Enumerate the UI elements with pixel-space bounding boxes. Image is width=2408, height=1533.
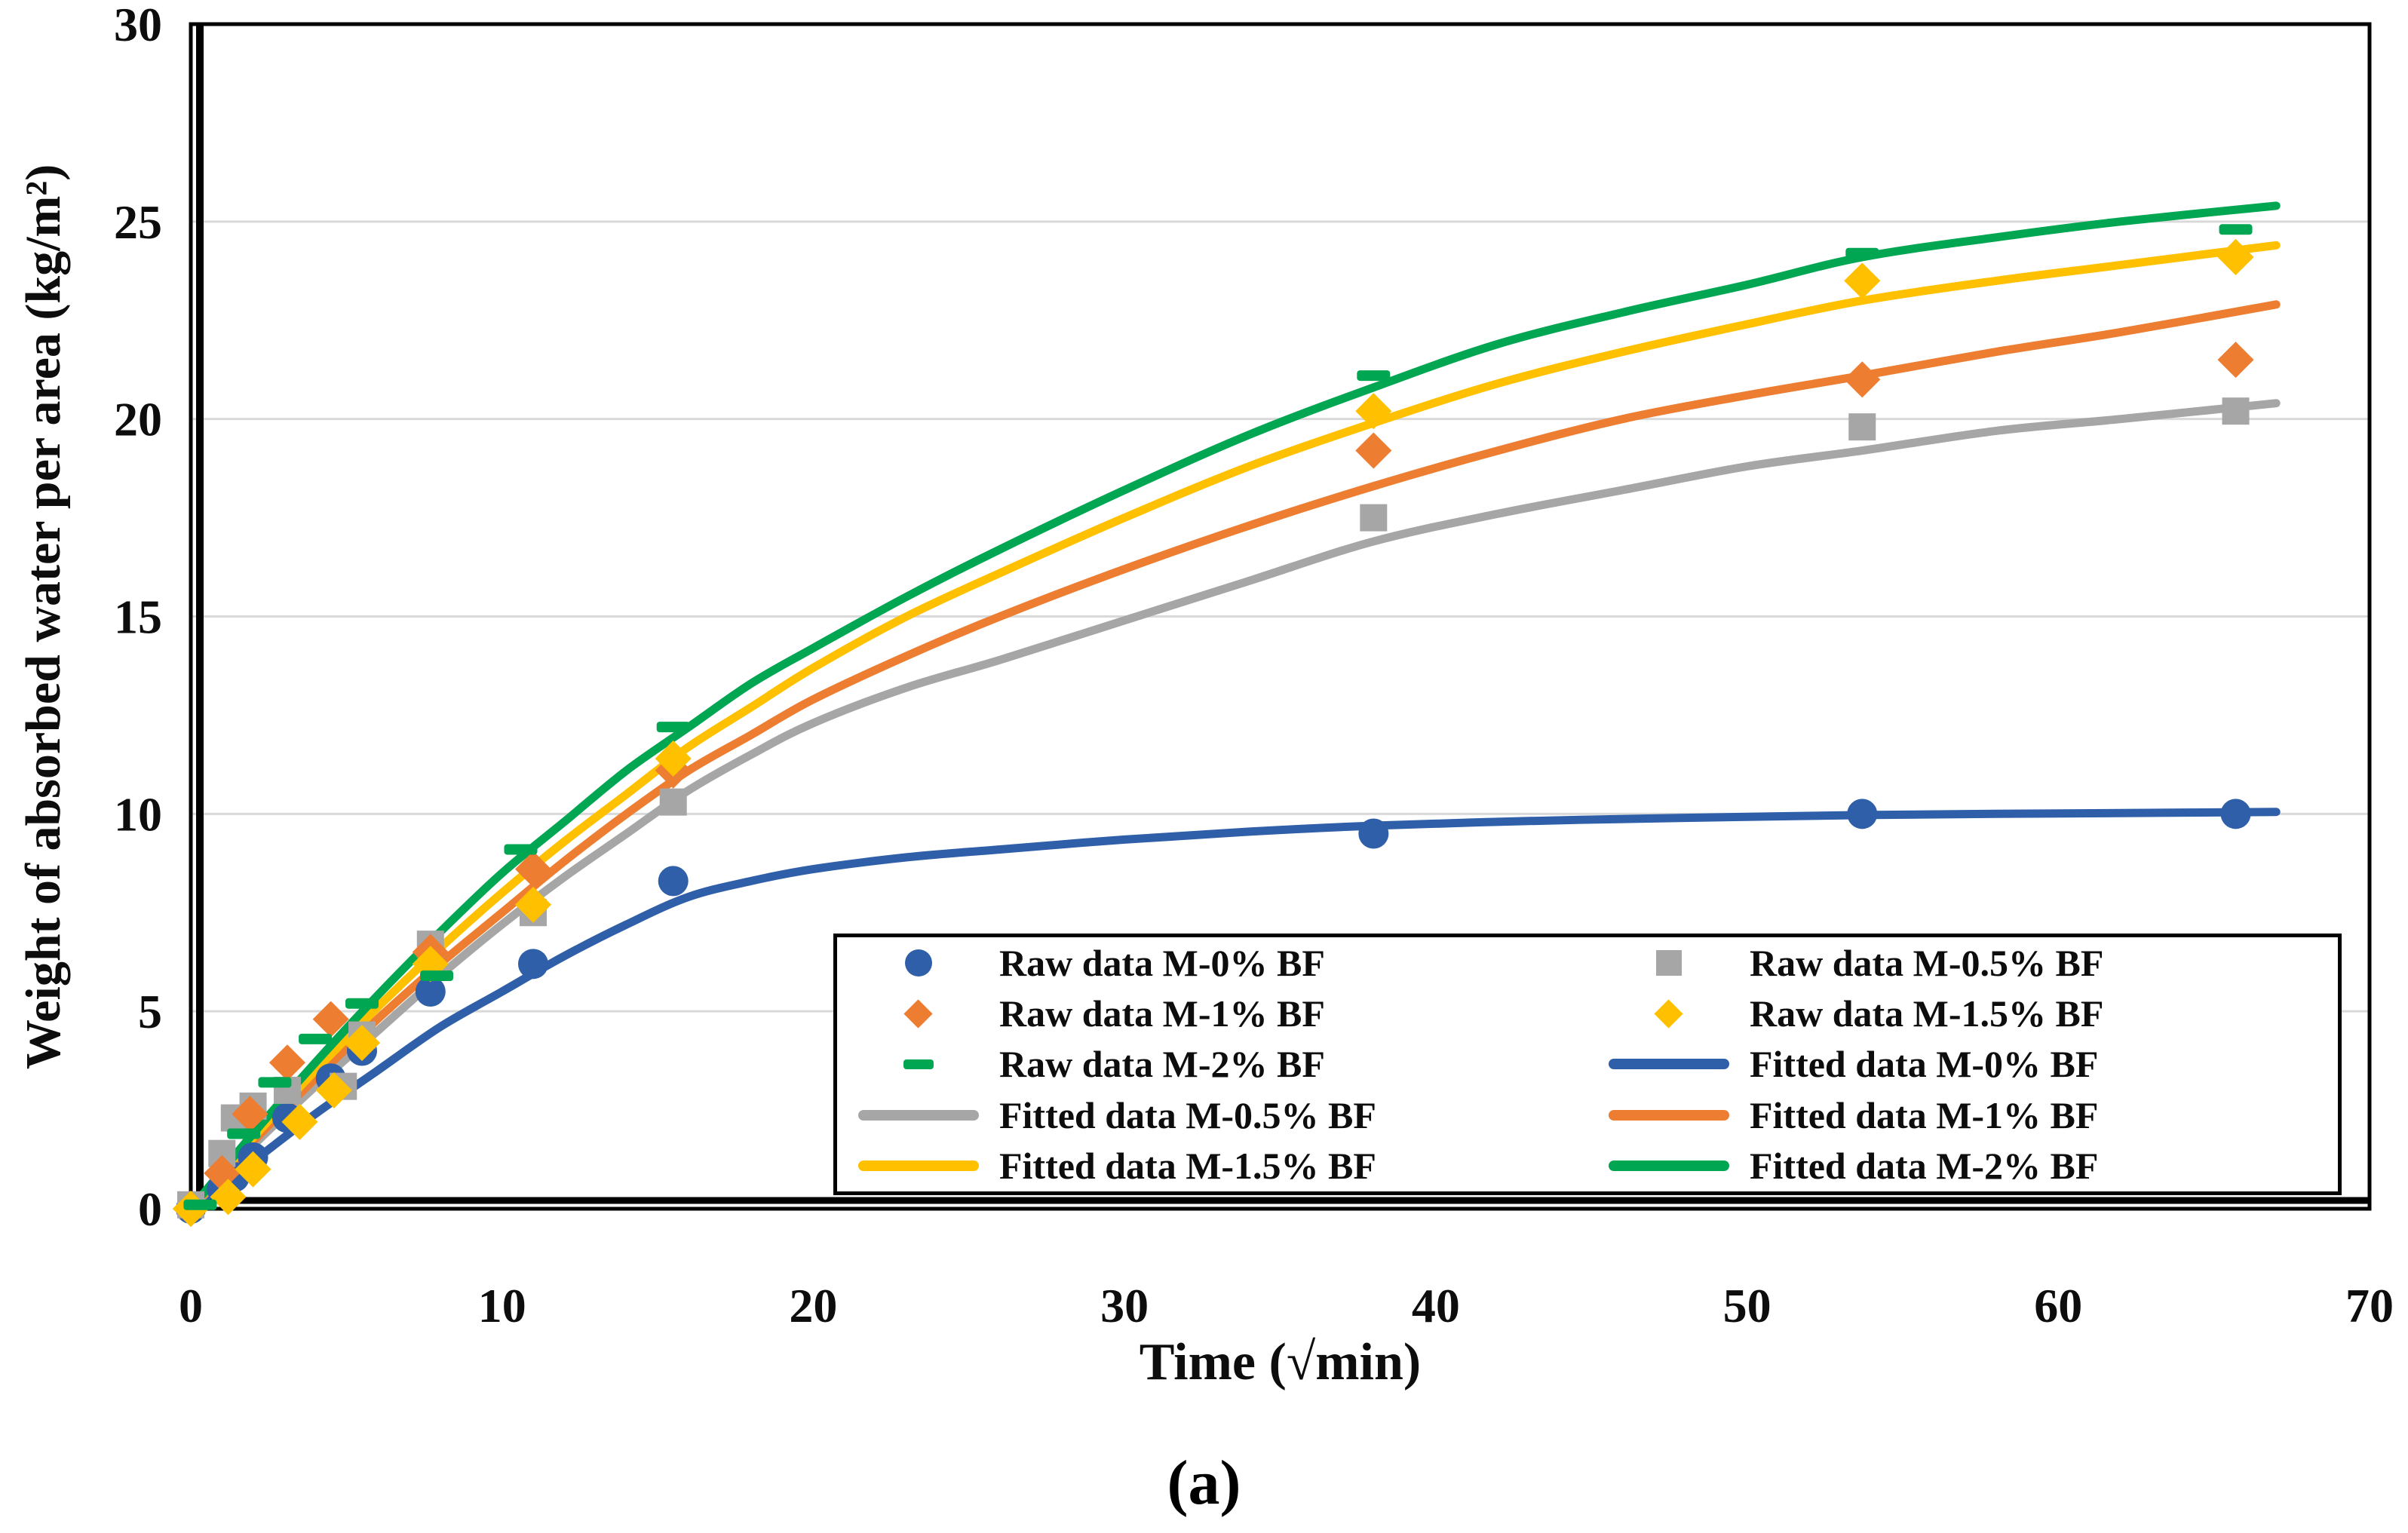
svg-text:50: 50 xyxy=(1723,1279,1771,1332)
legend-label: Raw data M-0.5% BF xyxy=(1750,941,2104,984)
legend-label: Raw data M-1% BF xyxy=(999,992,1325,1035)
legend-item-fit-0: Fitted data M-0% BF xyxy=(1587,1039,2338,1090)
legend-marker-circle-blue xyxy=(904,949,932,977)
legend-label: Raw data M-0% BF xyxy=(999,941,1325,984)
legend-label: Fitted data M-0% BF xyxy=(1750,1043,2099,1086)
svg-text:25: 25 xyxy=(114,195,162,249)
y-axis-title: Weight of absorbed water per area (kg/m²… xyxy=(16,164,71,1070)
legend-item-raw-05: Raw data M-0.5% BF xyxy=(1587,937,2338,988)
figure-caption: (a) xyxy=(1167,1448,1241,1518)
svg-text:30: 30 xyxy=(1100,1279,1149,1332)
svg-text:5: 5 xyxy=(138,985,162,1038)
legend-item-fit-15: Fitted data M-1.5% BF xyxy=(837,1141,1587,1191)
legend-item-raw-15: Raw data M-1.5% BF xyxy=(1587,988,2338,1038)
svg-text:40: 40 xyxy=(1412,1279,1460,1332)
legend-item-raw-1: Raw data M-1% BF xyxy=(837,988,1587,1038)
legend-marker-line-gray xyxy=(857,1109,979,1121)
legend-item-fit-05: Fitted data M-0.5% BF xyxy=(837,1090,1587,1140)
svg-text:60: 60 xyxy=(2034,1279,2082,1332)
plot-frame xyxy=(189,22,2372,1211)
legend-label: Fitted data M-0.5% BF xyxy=(999,1093,1376,1136)
legend-item-fit-2: Fitted data M-2% BF xyxy=(1587,1141,2338,1191)
legend: Raw data M-0% BF Raw data M-0.5% BF Raw … xyxy=(833,934,2342,1195)
legend-marker-line-green xyxy=(1608,1160,1729,1172)
legend-label: Raw data M-1.5% BF xyxy=(1750,992,2104,1035)
legend-marker-square-gray xyxy=(1655,949,1682,976)
series-raw-data-m-2-bf xyxy=(183,224,2253,1210)
svg-text:20: 20 xyxy=(789,1279,837,1332)
svg-text:10: 10 xyxy=(478,1279,526,1332)
legend-marker-diamond-orange xyxy=(903,999,933,1029)
svg-text:0: 0 xyxy=(179,1279,203,1332)
y-tick-labels: 0 5 10 15 20 25 30 xyxy=(114,0,162,1236)
legend-item-raw-2: Raw data M-2% BF xyxy=(837,1039,1587,1090)
svg-text:10: 10 xyxy=(114,787,162,841)
svg-text:30: 30 xyxy=(114,0,162,51)
legend-marker-diamond-yellow xyxy=(1654,999,1683,1029)
svg-text:20: 20 xyxy=(114,393,162,446)
legend-label: Fitted data M-2% BF xyxy=(1750,1145,2099,1188)
gridlines xyxy=(191,220,2370,1013)
svg-text:15: 15 xyxy=(114,590,162,644)
svg-text:70: 70 xyxy=(2345,1279,2394,1332)
legend-marker-line-orange xyxy=(1608,1109,1729,1121)
legend-label: Fitted data M-1.5% BF xyxy=(999,1145,1376,1188)
x-axis-title: Time (√min) xyxy=(1139,1333,1422,1391)
legend-marker-line-yellow xyxy=(857,1160,979,1172)
legend-label: Raw data M-2% BF xyxy=(999,1043,1325,1086)
svg-text:0: 0 xyxy=(138,1182,162,1236)
legend-item-raw-0: Raw data M-0% BF xyxy=(837,937,1587,988)
legend-marker-dash-green xyxy=(903,1059,934,1069)
legend-marker-line-blue xyxy=(1608,1059,1729,1070)
legend-label: Fitted data M-1% BF xyxy=(1750,1093,2099,1136)
legend-item-fit-1: Fitted data M-1% BF xyxy=(1587,1090,2338,1140)
x-tick-labels: 0 10 20 30 40 50 60 70 xyxy=(179,1279,2394,1332)
